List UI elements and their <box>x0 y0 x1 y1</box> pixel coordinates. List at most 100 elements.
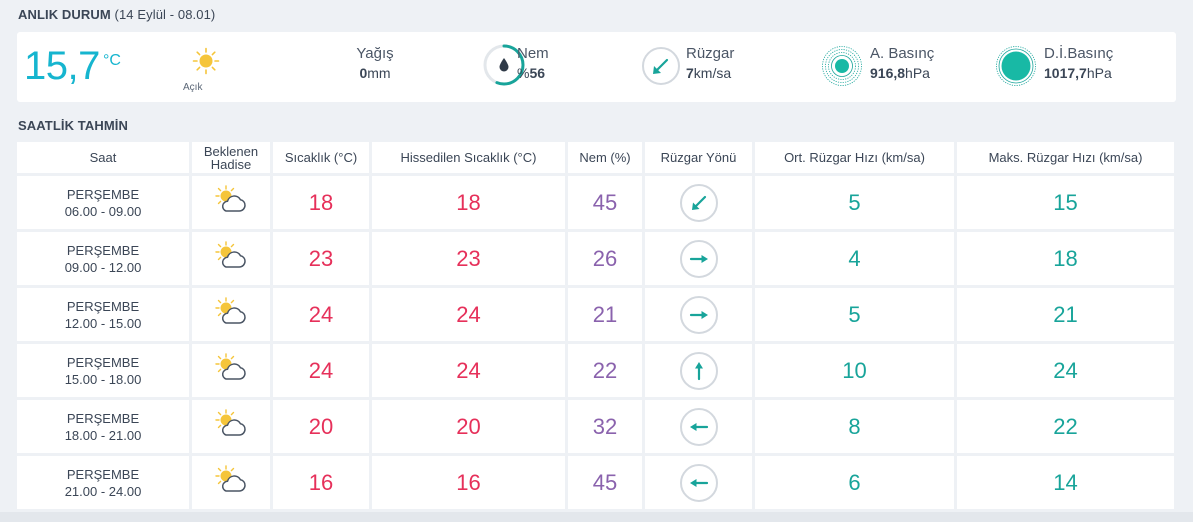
table-header-row: Saat Beklenen Hadise Sıcaklık (°C) Hisse… <box>17 142 1176 173</box>
arrow-down-left-icon <box>641 46 681 91</box>
pressure-unit: hPa <box>905 65 930 81</box>
day-name: PERŞEMBE <box>66 242 140 258</box>
header-humidity: Nem (%) <box>568 142 642 173</box>
temperature-unit: °C <box>103 52 121 69</box>
time-range: 18.00 - 21.00 <box>64 427 142 443</box>
now-date: (14 Eylül - 08.01) <box>114 7 216 22</box>
table-row: PERŞEMBE 12.00 - 15.00 24 24 21 5 21 <box>17 288 1176 341</box>
humidity-cell: 32 <box>568 400 642 453</box>
wind-max-cell: 18 <box>957 232 1174 285</box>
wind-dir-cell <box>645 288 752 341</box>
arrow-up-icon <box>679 351 718 390</box>
arrow-left-icon <box>679 463 718 502</box>
day-name: PERŞEMBE <box>66 186 140 202</box>
partly-cloudy-icon <box>212 184 250 221</box>
wind-avg-cell: 6 <box>755 456 954 509</box>
day-name: PERŞEMBE <box>66 354 140 370</box>
humidity-gauge-icon <box>482 43 526 92</box>
feels-cell: 23 <box>372 232 565 285</box>
rain-metric: Yağış 0mm <box>355 45 395 83</box>
time-cell: PERŞEMBE 09.00 - 12.00 <box>17 232 189 285</box>
header-event: Beklenen Hadise <box>192 142 270 173</box>
humidity-prefix: % <box>517 65 530 81</box>
wind-max-cell: 14 <box>957 456 1174 509</box>
event-cell <box>192 456 270 509</box>
wind-max-cell: 22 <box>957 400 1174 453</box>
time-cell: PERŞEMBE 15.00 - 18.00 <box>17 344 189 397</box>
wind-metric: Rüzgar 7km/sa <box>686 45 734 83</box>
current-weather-card: 15,7 °C Açık Yağış 0mm Nem <box>17 32 1176 102</box>
partly-cloudy-icon <box>212 352 250 389</box>
feels-cell: 24 <box>372 288 565 341</box>
partly-cloudy-icon <box>212 296 250 333</box>
feels-cell: 18 <box>372 176 565 229</box>
section-title-hourly: SAATLİK TAHMİN <box>18 118 128 133</box>
sea-pressure-label: D.İ.Basınç <box>1044 45 1114 62</box>
temp-cell: 18 <box>273 176 369 229</box>
humidity-cell: 21 <box>568 288 642 341</box>
time-cell: PERŞEMBE 06.00 - 09.00 <box>17 176 189 229</box>
header-temp: Sıcaklık (°C) <box>273 142 369 173</box>
wind-max-cell: 15 <box>957 176 1174 229</box>
rain-unit: mm <box>367 65 391 81</box>
header-wind-dir: Rüzgar Yönü <box>645 142 752 173</box>
day-name: PERŞEMBE <box>66 298 140 314</box>
event-cell <box>192 288 270 341</box>
wind-value: 7 <box>686 65 694 81</box>
sea-pressure-unit: hPa <box>1086 65 1112 81</box>
arrow-down-left-icon <box>679 183 718 222</box>
humidity-value: 56 <box>529 65 546 81</box>
time-cell: PERŞEMBE 18.00 - 21.00 <box>17 400 189 453</box>
table-row: PERŞEMBE 18.00 - 21.00 20 20 32 8 22 <box>17 400 1176 453</box>
wind-avg-cell: 10 <box>755 344 954 397</box>
sea-pressure-value: 1017,7 <box>1044 65 1087 81</box>
pressure-icon <box>821 45 863 92</box>
header-time: Saat <box>17 142 189 173</box>
wind-dir-cell <box>645 176 752 229</box>
temp-cell: 23 <box>273 232 369 285</box>
table-row: PERŞEMBE 21.00 - 24.00 16 16 45 6 14 <box>17 456 1176 509</box>
current-temperature: 15,7 <box>24 44 100 88</box>
section-title-now: ANLIK DURUM (14 Eylül - 08.01) <box>18 7 215 22</box>
humidity-metric: Nem %56 <box>517 45 549 83</box>
pressure-metric: A. Basınç 916,8hPa <box>870 45 934 83</box>
humidity-cell: 26 <box>568 232 642 285</box>
wind-max-cell: 24 <box>957 344 1174 397</box>
event-cell <box>192 344 270 397</box>
event-cell <box>192 176 270 229</box>
wind-dir-cell <box>645 400 752 453</box>
wind-dir-cell <box>645 232 752 285</box>
wind-dir-cell <box>645 456 752 509</box>
temp-cell: 16 <box>273 456 369 509</box>
time-range: 21.00 - 24.00 <box>64 483 142 499</box>
humidity-label: Nem <box>517 45 549 62</box>
time-range: 09.00 - 12.00 <box>64 259 142 275</box>
feels-cell: 24 <box>372 344 565 397</box>
table-body: PERŞEMBE 06.00 - 09.00 18 18 45 5 15 PER… <box>17 176 1176 509</box>
header-wind-avg: Ort. Rüzgar Hızı (km/sa) <box>755 142 954 173</box>
wind-avg-cell: 4 <box>755 232 954 285</box>
arrow-right-icon <box>679 239 718 278</box>
header-wind-max: Maks. Rüzgar Hızı (km/sa) <box>957 142 1174 173</box>
header-event-line2: Hadise <box>210 156 252 172</box>
rain-value: 0 <box>359 65 368 81</box>
table-row: PERŞEMBE 09.00 - 12.00 23 23 26 4 18 <box>17 232 1176 285</box>
wind-unit: km/sa <box>693 65 732 81</box>
table-row: PERŞEMBE 06.00 - 09.00 18 18 45 5 15 <box>17 176 1176 229</box>
wind-label: Rüzgar <box>686 45 735 62</box>
hourly-forecast-table: Saat Beklenen Hadise Sıcaklık (°C) Hisse… <box>17 142 1176 512</box>
time-range: 06.00 - 09.00 <box>64 203 142 219</box>
condition-label: Açık <box>183 82 203 93</box>
partly-cloudy-icon <box>212 408 250 445</box>
event-cell <box>192 232 270 285</box>
feels-cell: 20 <box>372 400 565 453</box>
time-cell: PERŞEMBE 21.00 - 24.00 <box>17 456 189 509</box>
time-range: 15.00 - 18.00 <box>64 371 142 387</box>
partly-cloudy-icon <box>212 464 250 501</box>
sea-pressure-metric: D.İ.Basınç 1017,7hPa <box>1044 45 1113 83</box>
header-event-line1: Beklenen <box>203 143 259 159</box>
arrow-left-icon <box>679 407 718 446</box>
now-title: ANLIK DURUM <box>18 7 111 22</box>
sun-icon <box>192 47 220 75</box>
day-name: PERŞEMBE <box>66 466 140 482</box>
